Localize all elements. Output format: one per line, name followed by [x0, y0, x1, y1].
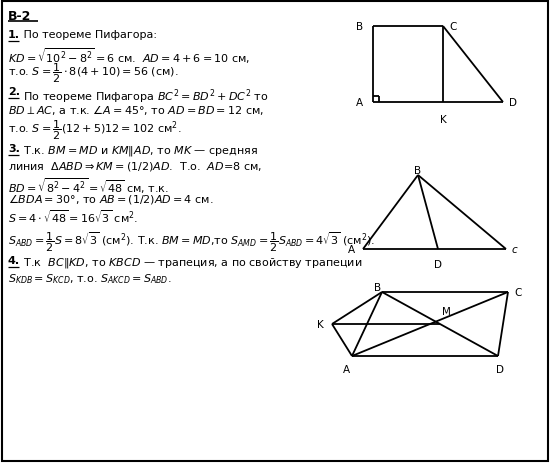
Text: D: D	[496, 364, 504, 374]
Text: A: A	[356, 98, 363, 108]
Text: линия  $\Delta ABD\Rightarrow KM=(1/2)AD$.  Т.о.  $AD$=8 см,: линия $\Delta ABD\Rightarrow KM=(1/2)AD$…	[8, 160, 262, 173]
Text: B: B	[356, 22, 363, 32]
Text: B: B	[375, 282, 382, 292]
Text: т.о. $S=\dfrac{1}{2}\cdot8(4+10)=56$ (см).: т.о. $S=\dfrac{1}{2}\cdot8(4+10)=56$ (см…	[8, 62, 179, 85]
Text: $BD\perp AC$, а т.к. $\angle A=45°$, то $AD=BD=12$ см,: $BD\perp AC$, а т.к. $\angle A=45°$, то …	[8, 103, 264, 117]
Text: $S_{KDB}=S_{KCD}$, т.о. $S_{AKCD}=S_{ABD}$.: $S_{KDB}=S_{KCD}$, т.о. $S_{AKCD}=S_{ABD…	[8, 271, 172, 285]
Text: K: K	[439, 115, 447, 125]
Text: По теореме Пифагора $BC^2=BD^2+DC^2$ то: По теореме Пифагора $BC^2=BD^2+DC^2$ то	[20, 87, 268, 106]
Text: B: B	[415, 166, 421, 175]
Text: K: K	[317, 319, 324, 329]
Text: D: D	[434, 259, 442, 269]
Text: В-2: В-2	[8, 10, 31, 23]
Text: Т.к. $BM=MD$ и $KM\Vert AD$, то $MK$ — средняя: Т.к. $BM=MD$ и $KM\Vert AD$, то $MK$ — с…	[20, 144, 258, 158]
Text: 4.: 4.	[8, 256, 20, 265]
Text: $BD=\sqrt{8^2-4^2}=\sqrt{48}$ см, т.к.: $BD=\sqrt{8^2-4^2}=\sqrt{48}$ см, т.к.	[8, 175, 169, 195]
Text: c: c	[512, 244, 518, 255]
Text: D: D	[509, 98, 517, 108]
Text: A: A	[343, 364, 350, 374]
Text: C: C	[449, 22, 456, 32]
Text: По теореме Пифагора:: По теореме Пифагора:	[20, 30, 157, 40]
Text: C: C	[514, 288, 521, 297]
Text: т.о. $S=\dfrac{1}{2}(12+5)12=102$ см$^2$.: т.о. $S=\dfrac{1}{2}(12+5)12=102$ см$^2$…	[8, 119, 182, 142]
Text: A: A	[348, 244, 355, 255]
Text: 1.: 1.	[8, 30, 20, 40]
Text: $KD=\sqrt{10^2-8^2}=6$ см.  $AD=4+6=10$ см,: $KD=\sqrt{10^2-8^2}=6$ см. $AD=4+6=10$ с…	[8, 46, 250, 66]
Text: $S=4\cdot\sqrt{48}=16\sqrt{3}$ см$^2$.: $S=4\cdot\sqrt{48}=16\sqrt{3}$ см$^2$.	[8, 207, 138, 224]
Text: 2.: 2.	[8, 87, 20, 97]
Text: 3.: 3.	[8, 144, 20, 154]
Text: M: M	[442, 307, 451, 316]
Text: $S_{ABD}=\dfrac{1}{2}S=8\sqrt{3}$ (см$^2$). Т.к. $BM=MD$,то $S_{AMD}=\dfrac{1}{2: $S_{ABD}=\dfrac{1}{2}S=8\sqrt{3}$ (см$^2…	[8, 231, 375, 254]
Text: Т.к  $BC\Vert KD$, то $KBCD$ — трапеция, а по свойству трапеции: Т.к $BC\Vert KD$, то $KBCD$ — трапеция, …	[20, 256, 362, 269]
Text: $\angle BDA=30°$, то $AB=(1/2)AD=4$ см.: $\angle BDA=30°$, то $AB=(1/2)AD=4$ см.	[8, 192, 213, 206]
